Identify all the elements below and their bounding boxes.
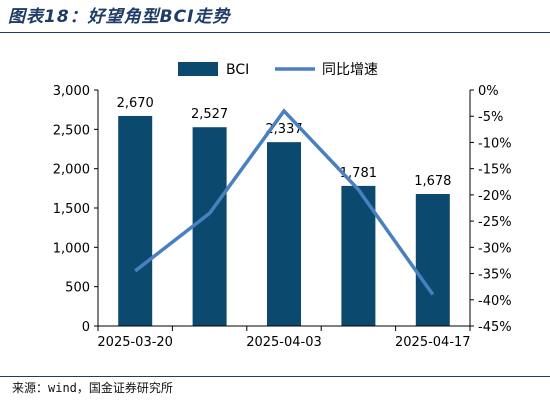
- bar-data-label: 1,678: [414, 174, 451, 189]
- right-tick-label: -40%: [478, 294, 512, 309]
- growth-line: [134, 108, 435, 296]
- legend-line-label: 同比增速: [322, 62, 378, 78]
- x-tick-label: 2025-04-17: [395, 335, 471, 350]
- left-tick-label: 2,000: [53, 163, 90, 178]
- right-tick-label: 0%: [478, 84, 499, 99]
- right-tick-label: -30%: [478, 241, 512, 256]
- left-tick-label: 0: [82, 320, 90, 335]
- left-tick-label: 500: [65, 281, 90, 296]
- chart-title: 图表18：好望角型BCI走势: [8, 7, 231, 27]
- bar: [118, 115, 153, 327]
- left-tick-label: 3,000: [53, 84, 90, 99]
- bar-data-label: 2,527: [191, 107, 228, 122]
- right-tick-label: -5%: [478, 110, 503, 125]
- bar: [192, 127, 227, 326]
- bar: [415, 193, 450, 326]
- growth-line-path: [134, 108, 435, 296]
- axes: 0 500 1,000 1,500 2,000 2,500 3,000 0% -5% -10% -1…: [53, 84, 512, 350]
- right-tick-label: -35%: [478, 268, 512, 283]
- legend-bar-swatch: [178, 62, 218, 76]
- source-note: 来源：wind，国金证券研究所: [12, 381, 173, 395]
- left-tick-label: 1,000: [53, 241, 90, 256]
- bars: [118, 115, 450, 327]
- bar: [341, 185, 376, 326]
- x-tick-label: 2025-03-20: [97, 335, 173, 350]
- right-tick-label: -20%: [478, 189, 512, 204]
- bar: [267, 142, 301, 326]
- right-tick-label: -25%: [478, 215, 512, 230]
- left-tick-label: 1,500: [53, 202, 90, 217]
- bar-data-label: 2,670: [117, 96, 154, 111]
- left-tick-label: 2,500: [53, 123, 90, 138]
- bar-data-label: 1,781: [340, 166, 377, 181]
- x-tick-label: 2025-04-03: [246, 335, 322, 350]
- right-tick-label: -15%: [478, 163, 512, 178]
- legend: BCI 同比增速: [178, 62, 378, 78]
- source-rule: [0, 376, 550, 377]
- right-tick-label: -10%: [478, 136, 512, 151]
- title-rule: [0, 32, 550, 33]
- legend-bar-label: BCI: [226, 62, 249, 78]
- right-tick-label: -45%: [478, 320, 512, 335]
